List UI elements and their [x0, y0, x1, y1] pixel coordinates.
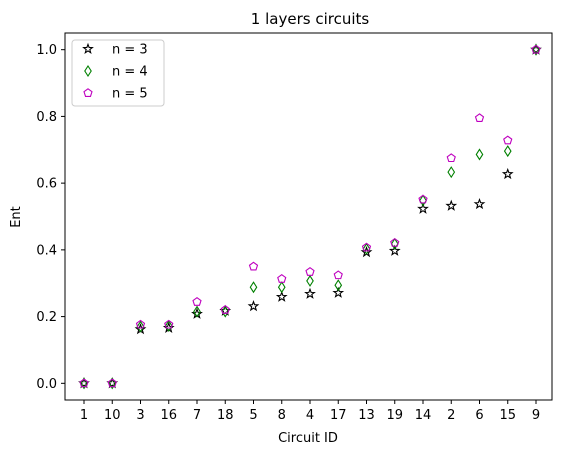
data-point-pentagon [278, 275, 286, 283]
x-tick-label: 2 [447, 408, 455, 423]
legend: n = 3 n = 4 n = 5 [72, 40, 164, 106]
x-axis: 1 10 3 16 7 18 5 8 4 17 13 19 14 2 6 15 9 [80, 400, 540, 423]
x-axis-title: Circuit ID [278, 431, 338, 446]
y-tick-label: 0.0 [36, 377, 57, 392]
y-tick-label: 0.8 [36, 110, 57, 125]
data-point-star [447, 201, 456, 209]
legend-label: n = 3 [112, 43, 148, 58]
y-axis: 0.0 0.2 0.4 0.6 0.8 1.0 [36, 43, 65, 392]
data-point-thin_diamond [476, 149, 482, 159]
x-tick-label: 6 [475, 408, 483, 423]
data-point-thin_diamond [448, 167, 454, 177]
y-tick-label: 0.6 [36, 177, 57, 192]
x-tick-label: 9 [532, 408, 540, 423]
x-tick-label: 14 [415, 408, 432, 423]
data-point-star [277, 292, 286, 300]
x-tick-label: 3 [136, 408, 144, 423]
x-tick-label: 7 [193, 408, 201, 423]
x-tick-label: 8 [278, 408, 286, 423]
x-tick-label: 10 [104, 408, 121, 423]
data-point-thin_diamond [505, 146, 511, 156]
data-point-star [306, 289, 315, 297]
data-point-star [390, 246, 399, 254]
data-point-pentagon [504, 136, 512, 144]
data-point-pentagon [193, 298, 201, 306]
data-point-pentagon [306, 268, 314, 276]
data-point-star [503, 170, 512, 178]
x-tick-label: 5 [249, 408, 257, 423]
x-tick-label: 16 [160, 408, 177, 423]
legend-label: n = 5 [112, 87, 148, 102]
x-tick-label: 19 [386, 408, 403, 423]
x-tick-label: 13 [358, 408, 375, 423]
data-point-star [475, 200, 484, 208]
y-tick-label: 0.2 [36, 310, 57, 325]
y-axis-title: Ent [9, 206, 24, 228]
data-point-pentagon [476, 114, 484, 122]
x-tick-label: 15 [499, 408, 516, 423]
data-point-pentagon [447, 154, 455, 162]
x-tick-label: 18 [217, 408, 234, 423]
x-tick-label: 17 [330, 408, 347, 423]
data-point-thin_diamond [307, 276, 313, 286]
legend-label: n = 4 [112, 65, 148, 80]
chart-title: 1 layers circuits [251, 10, 370, 28]
data-point-thin_diamond [250, 282, 256, 292]
x-tick-label: 1 [80, 408, 88, 423]
x-tick-label: 4 [306, 408, 314, 423]
data-point-star [249, 302, 258, 310]
data-point-pentagon [250, 262, 258, 270]
y-tick-label: 1.0 [36, 43, 57, 58]
y-tick-label: 0.4 [36, 243, 57, 258]
data-point-pentagon [334, 271, 342, 279]
